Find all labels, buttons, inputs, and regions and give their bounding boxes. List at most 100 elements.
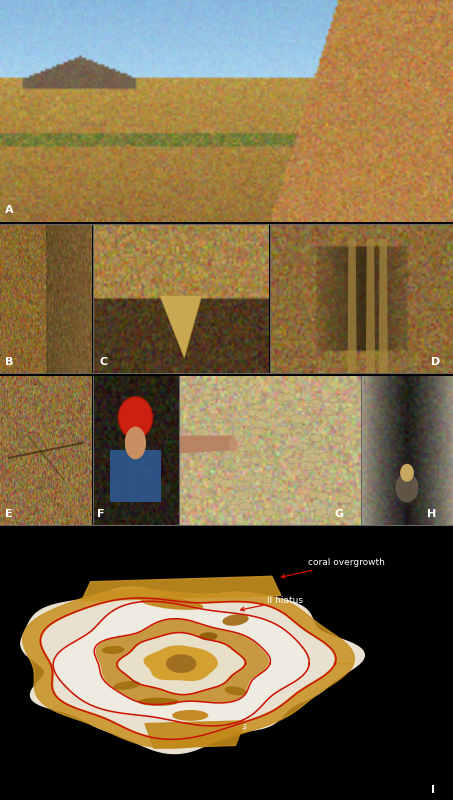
Point — [123, 230, 130, 243]
Ellipse shape — [294, 428, 304, 433]
Point — [219, 227, 226, 240]
Ellipse shape — [274, 426, 290, 435]
Ellipse shape — [235, 462, 245, 467]
Point — [222, 267, 229, 280]
Point — [227, 252, 234, 265]
Point — [189, 265, 197, 278]
Text: coral overgrowth: coral overgrowth — [281, 558, 385, 578]
Point — [236, 258, 243, 270]
Point — [198, 254, 205, 267]
Ellipse shape — [342, 408, 356, 415]
Ellipse shape — [332, 436, 346, 443]
Polygon shape — [179, 435, 233, 454]
Point — [128, 253, 135, 266]
Point — [237, 236, 245, 249]
Polygon shape — [167, 655, 196, 672]
Point — [225, 282, 232, 294]
Ellipse shape — [310, 434, 323, 442]
Ellipse shape — [235, 491, 250, 499]
Point — [124, 248, 131, 261]
Ellipse shape — [311, 479, 324, 486]
Polygon shape — [82, 576, 281, 601]
Ellipse shape — [237, 446, 246, 451]
Polygon shape — [144, 646, 217, 680]
Ellipse shape — [253, 421, 267, 428]
Ellipse shape — [118, 397, 153, 438]
Ellipse shape — [316, 493, 330, 500]
Ellipse shape — [324, 410, 334, 415]
Point — [145, 237, 152, 250]
Ellipse shape — [187, 498, 201, 506]
Ellipse shape — [308, 400, 323, 407]
Ellipse shape — [193, 411, 205, 417]
Ellipse shape — [297, 475, 306, 479]
Ellipse shape — [247, 409, 262, 417]
Text: E: E — [5, 509, 12, 519]
Point — [145, 286, 152, 299]
Ellipse shape — [244, 475, 256, 482]
Polygon shape — [110, 450, 161, 502]
Point — [101, 282, 109, 295]
Ellipse shape — [300, 462, 316, 470]
Ellipse shape — [114, 681, 140, 690]
Point — [98, 256, 106, 269]
Polygon shape — [379, 239, 388, 373]
Ellipse shape — [243, 444, 256, 451]
Polygon shape — [96, 620, 268, 703]
Ellipse shape — [265, 460, 275, 465]
Point — [161, 288, 169, 301]
Ellipse shape — [220, 479, 235, 487]
Text: B: B — [5, 357, 13, 367]
Ellipse shape — [125, 426, 146, 459]
Ellipse shape — [194, 429, 210, 437]
Ellipse shape — [338, 496, 352, 503]
Text: III hiatus: III hiatus — [186, 716, 247, 731]
Ellipse shape — [302, 450, 316, 458]
Ellipse shape — [249, 457, 262, 464]
Polygon shape — [23, 590, 354, 748]
Text: H: H — [427, 509, 437, 519]
Point — [111, 248, 118, 261]
Polygon shape — [159, 295, 202, 358]
Text: II hiatus: II hiatus — [241, 596, 303, 611]
Ellipse shape — [308, 403, 315, 407]
Ellipse shape — [202, 395, 214, 402]
Point — [254, 288, 261, 301]
Ellipse shape — [229, 437, 238, 452]
Point — [138, 274, 145, 286]
Polygon shape — [145, 721, 245, 748]
Ellipse shape — [307, 448, 320, 455]
Ellipse shape — [400, 464, 414, 482]
Point — [164, 266, 171, 278]
Ellipse shape — [138, 698, 179, 706]
Ellipse shape — [288, 457, 299, 463]
Text: A: A — [5, 206, 13, 215]
Ellipse shape — [282, 394, 295, 401]
Polygon shape — [55, 602, 307, 725]
Ellipse shape — [199, 632, 217, 641]
Text: G: G — [335, 509, 344, 519]
Point — [139, 234, 146, 247]
Ellipse shape — [213, 477, 226, 485]
Polygon shape — [366, 239, 375, 373]
Text: C: C — [100, 357, 108, 367]
Ellipse shape — [277, 492, 289, 499]
Point — [179, 227, 187, 240]
Point — [244, 234, 251, 247]
Ellipse shape — [346, 514, 355, 518]
Ellipse shape — [319, 453, 331, 458]
Ellipse shape — [102, 646, 125, 654]
Text: F: F — [97, 509, 105, 519]
Ellipse shape — [332, 436, 343, 442]
Point — [209, 235, 216, 248]
Point — [251, 258, 258, 270]
Ellipse shape — [395, 473, 419, 502]
Point — [243, 283, 251, 296]
Ellipse shape — [314, 509, 328, 516]
Ellipse shape — [250, 428, 263, 435]
Point — [180, 249, 187, 262]
Point — [250, 252, 257, 265]
Point — [121, 266, 128, 279]
Point — [215, 237, 222, 250]
Point — [102, 229, 109, 242]
